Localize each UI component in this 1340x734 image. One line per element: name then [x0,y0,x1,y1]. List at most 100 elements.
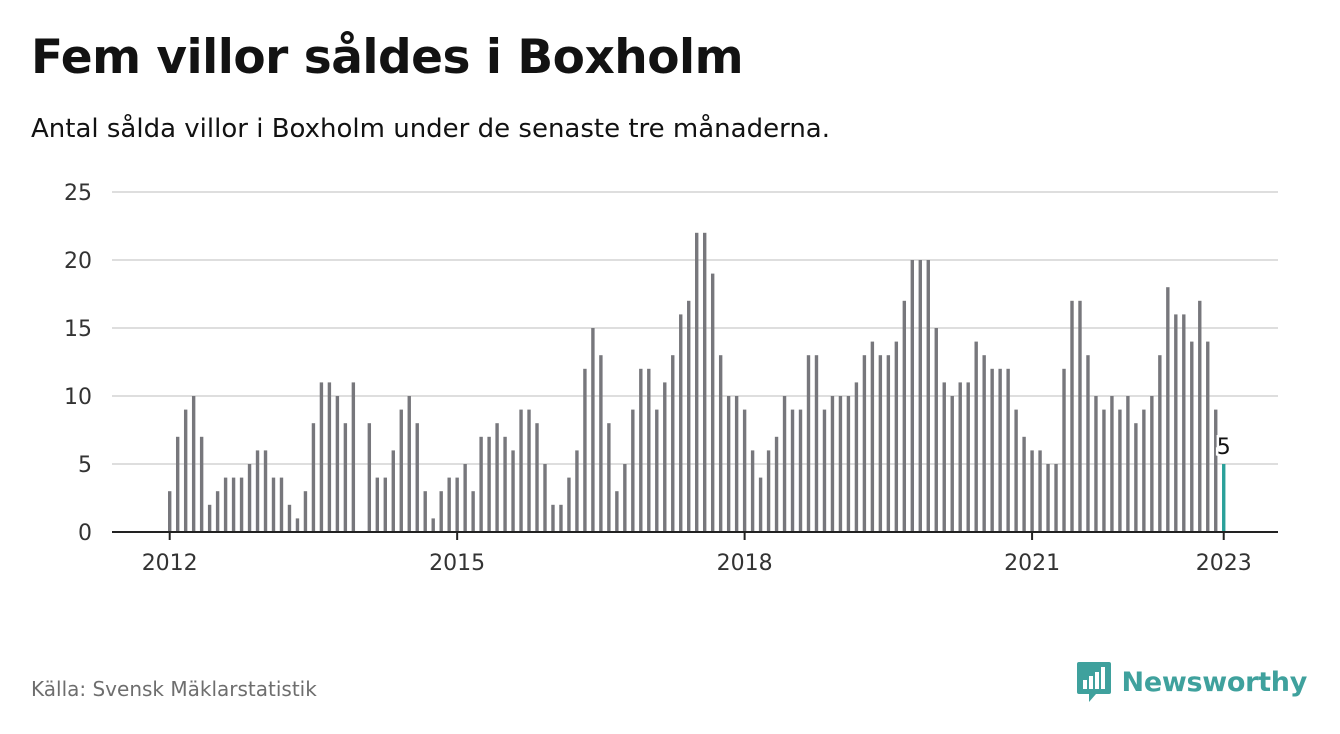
bar [671,355,675,532]
bar [695,232,699,533]
x-axis [112,531,1278,540]
bar [399,409,403,532]
bar [950,396,954,532]
bar [1198,300,1202,532]
x-tick-label: 2012 [142,551,198,576]
bar [806,355,811,532]
bar [870,341,875,532]
bar [902,300,907,532]
bar [1062,368,1066,532]
bar [599,355,603,532]
bar [1206,341,1210,532]
bar [998,368,1002,532]
y-tick-label: 20 [64,249,92,274]
bar [351,382,356,532]
bar [726,396,731,532]
bar [343,423,348,532]
bar [750,450,755,532]
bar [479,436,483,532]
bar [838,396,843,532]
bar [527,409,531,532]
bar [687,300,691,532]
bar [942,382,946,532]
x-axis-tick-labels: 2012 2015 2018 2021 2023 [142,551,1252,576]
bar [1086,355,1090,532]
bar [1102,409,1106,532]
bar [567,477,571,532]
bar [511,450,515,532]
bar [223,477,228,532]
bar [319,382,324,532]
bar [407,396,411,532]
bar [934,328,938,532]
bar [271,477,276,532]
bar [894,341,899,532]
bar [631,409,635,532]
bar [1094,396,1098,532]
bar [918,260,922,532]
bar [168,491,172,532]
bar [1158,355,1162,532]
bar [191,396,196,532]
bar [766,450,771,532]
bar [279,477,284,532]
bar [647,368,651,532]
x-tick-label: 2021 [1004,551,1060,576]
x-tick-label: 2018 [717,551,773,576]
bar [966,382,970,532]
y-tick-label: 15 [64,317,92,342]
bar [710,273,715,532]
bar [247,464,252,532]
bar [718,355,723,532]
bar [1166,287,1170,532]
bar [663,382,667,532]
bar [303,491,308,532]
bar [982,355,986,532]
bar [1142,409,1146,532]
y-tick-label: 10 [64,385,92,410]
bar [1070,300,1074,532]
bar [263,450,268,532]
bar [239,477,244,532]
bar [1006,368,1010,532]
bar [503,436,507,532]
newsworthy-logo: Newsworthy [1076,660,1307,704]
bar [814,355,819,532]
bar [423,491,427,532]
bar [375,477,380,532]
bar [311,423,316,532]
bar [639,368,643,532]
bar [1174,314,1178,532]
bar [1214,409,1218,532]
bars [168,232,1226,533]
bar [846,396,851,532]
bar [702,232,707,533]
bar [1134,423,1138,532]
bar [1038,450,1042,532]
bar [1126,396,1130,532]
bar [878,355,883,532]
bar [183,409,188,532]
bar [607,423,611,532]
bar [295,518,300,532]
bar [910,260,915,532]
source-note: Källa: Svensk Mäklarstatistik [31,677,317,701]
bar [519,409,523,532]
bar [679,314,683,532]
bar [175,436,180,532]
highlight-value-label: 5 [1217,435,1231,460]
bar [830,396,835,532]
bar [543,464,547,532]
y-tick-label: 5 [78,453,92,478]
bar [199,436,204,532]
bar [287,504,292,532]
bar [583,368,587,532]
annotations: 5 [1214,433,1233,463]
bar [535,423,539,532]
y-tick-label: 25 [64,181,92,206]
bar [1118,409,1122,532]
bar [367,423,372,532]
brand-name: Newsworthy [1121,666,1308,698]
bar [447,477,451,532]
bar [798,409,803,532]
